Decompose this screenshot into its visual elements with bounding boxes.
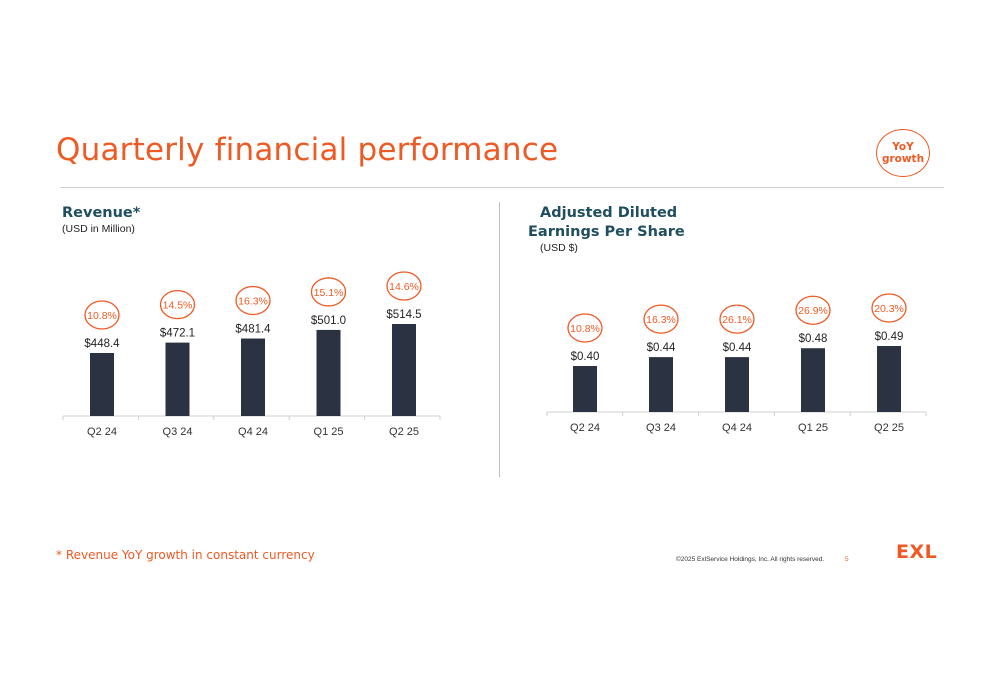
growth-circle bbox=[567, 313, 603, 343]
data-label: $0.44 bbox=[647, 342, 676, 354]
footnote: * Revenue YoY growth in constant currenc… bbox=[56, 548, 315, 562]
bar bbox=[801, 348, 825, 412]
growth-circle bbox=[643, 304, 679, 334]
growth-circle bbox=[235, 285, 271, 316]
legend-badge-line2: growth bbox=[881, 153, 925, 165]
yoy-growth-legend-badge: YoY growth bbox=[876, 129, 930, 177]
eps-chart-title-line2: Earnings Per Share bbox=[528, 224, 685, 240]
data-label: $0.48 bbox=[799, 333, 828, 345]
exl-logo: EXL bbox=[896, 541, 938, 563]
bar bbox=[392, 324, 416, 416]
tick-label: Q1 25 bbox=[314, 426, 344, 438]
tick-label: Q4 24 bbox=[722, 422, 752, 434]
data-label: $501.0 bbox=[311, 315, 346, 327]
bar bbox=[649, 357, 673, 412]
data-label: $514.5 bbox=[386, 309, 421, 321]
data-label: $0.40 bbox=[571, 351, 600, 363]
tick-label: Q2 25 bbox=[389, 426, 419, 438]
growth-label: 26.1% bbox=[722, 314, 752, 326]
revenue-chart-subtitle: (USD in Million) bbox=[62, 223, 135, 235]
bar bbox=[165, 342, 190, 416]
data-label: $481.4 bbox=[235, 324, 271, 336]
bar bbox=[573, 366, 597, 412]
page-title: Quarterly financial performance bbox=[56, 132, 559, 168]
data-label: $0.44 bbox=[723, 342, 752, 354]
tick-label: Q2 25 bbox=[874, 422, 904, 434]
growth-circle bbox=[719, 304, 755, 334]
growth-label: 20.3% bbox=[874, 303, 904, 315]
data-label: $0.49 bbox=[875, 331, 904, 343]
growth-circle bbox=[871, 293, 907, 323]
tick-label: Q2 24 bbox=[87, 426, 117, 438]
tick-label: Q4 24 bbox=[238, 426, 268, 438]
growth-circle bbox=[84, 300, 120, 330]
growth-label: 14.6% bbox=[389, 281, 419, 293]
title-divider bbox=[60, 187, 944, 188]
growth-label: 16.3% bbox=[238, 296, 268, 308]
bar bbox=[877, 346, 901, 412]
data-label: $472.1 bbox=[160, 328, 195, 340]
bar bbox=[90, 353, 114, 416]
growth-circle bbox=[159, 289, 196, 320]
data-label: $448.4 bbox=[84, 338, 120, 350]
growth-label: 10.8% bbox=[570, 323, 600, 335]
legend-badge-line1: YoY bbox=[892, 141, 914, 153]
bar bbox=[241, 338, 265, 416]
growth-label: 10.8% bbox=[87, 310, 117, 322]
page-number: 5 bbox=[845, 556, 849, 563]
tick-label: Q3 24 bbox=[646, 422, 676, 434]
growth-label: 26.9% bbox=[798, 305, 828, 317]
eps-chart-subtitle: (USD $) bbox=[540, 242, 578, 254]
growth-circle bbox=[386, 271, 422, 301]
tick-label: Q1 25 bbox=[798, 422, 828, 434]
growth-label: 16.3% bbox=[646, 314, 676, 326]
chart-divider bbox=[499, 202, 500, 477]
tick-label: Q2 24 bbox=[570, 422, 600, 434]
growth-circle bbox=[795, 295, 831, 325]
growth-circle bbox=[310, 277, 347, 307]
bar bbox=[316, 329, 341, 416]
growth-label: 14.5% bbox=[163, 300, 193, 312]
copyright-text: ©2025 ExlService Holdings, Inc. All righ… bbox=[676, 556, 825, 563]
bar bbox=[725, 357, 749, 412]
tick-label: Q3 24 bbox=[163, 426, 193, 438]
growth-label: 15.1% bbox=[314, 287, 344, 299]
revenue-chart-title: Revenue* bbox=[62, 205, 141, 221]
eps-chart-title-line1: Adjusted Diluted bbox=[540, 205, 678, 221]
